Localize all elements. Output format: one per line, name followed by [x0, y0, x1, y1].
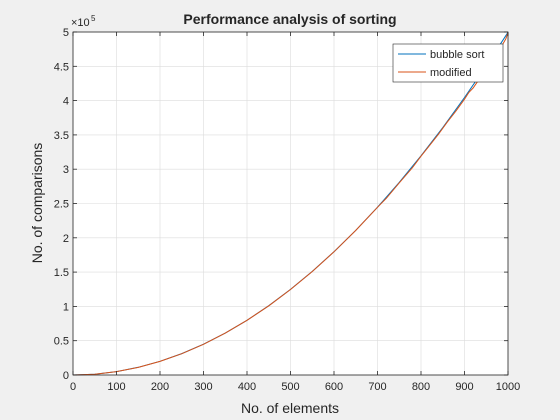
y-tick-label: 5: [63, 27, 69, 39]
y-tick-label: 1: [63, 301, 69, 313]
y-tick-label: 1.5: [54, 267, 69, 279]
legend-label-bubble-sort: bubble sort: [430, 49, 484, 61]
y-exponent-power: 5: [91, 14, 96, 23]
x-tick-label: 800: [412, 381, 430, 393]
y-tick-label: 4.5: [54, 61, 69, 73]
y-tick-label: 3: [63, 164, 69, 176]
x-tick-labels: 0 100 200 300 400 500 600 700 800 900 1000: [70, 381, 520, 393]
y-tick-label: 3.5: [54, 130, 69, 142]
x-tick-label: 1000: [496, 381, 520, 393]
x-tick-label: 900: [455, 381, 473, 393]
x-tick-label: 400: [238, 381, 256, 393]
y-tick-label: 0: [63, 370, 69, 382]
legend-label-modified: modified: [430, 67, 472, 79]
y-tick-labels: 0 0.5 1 1.5 2 2.5 3 3.5 4 4.5 5: [54, 27, 69, 382]
y-axis-label: No. of comparisons: [29, 143, 45, 264]
x-tick-label: 100: [107, 381, 125, 393]
x-axis-label: No. of elements: [241, 400, 339, 416]
x-tick-label: 700: [368, 381, 386, 393]
y-tick-label: 4: [63, 96, 69, 108]
x-tick-label: 0: [70, 381, 76, 393]
x-tick-label: 600: [325, 381, 343, 393]
x-tick-label: 200: [151, 381, 169, 393]
y-tick-label: 2.5: [54, 199, 69, 211]
legend-box: [392, 43, 504, 83]
y-exponent-base: ×10: [71, 17, 90, 29]
legend: bubble sort modified: [392, 43, 504, 83]
y-tick-label: 2: [63, 233, 69, 245]
x-tick-label: 300: [194, 381, 212, 393]
axis-ticks: [72, 31, 509, 376]
chart-title: Performance analysis of sorting: [183, 11, 396, 27]
y-tick-label: 0.5: [54, 336, 69, 348]
x-tick-label: 500: [281, 381, 299, 393]
